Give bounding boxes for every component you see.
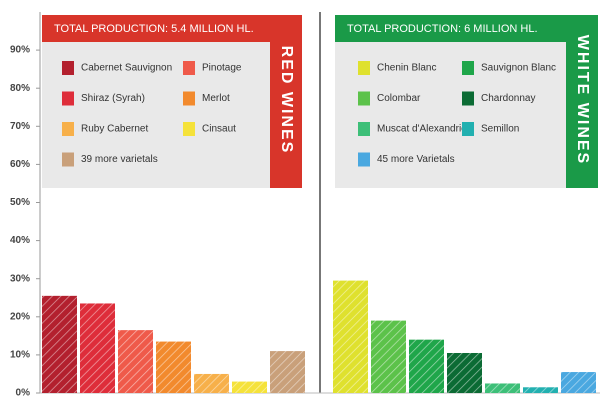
legend-label: 39 more varietals xyxy=(81,154,158,165)
y-tick-label: 70% xyxy=(10,121,30,132)
y-tick-label: 10% xyxy=(10,350,30,361)
legend-label: Merlot xyxy=(202,93,230,104)
side-strip xyxy=(270,15,302,188)
y-tick-label: 90% xyxy=(10,45,30,56)
legend-label: Chardonnay xyxy=(481,93,535,104)
bar xyxy=(118,330,153,393)
legend-label: Ruby Cabernet xyxy=(81,124,148,135)
legend-swatch xyxy=(62,91,74,106)
legend-label: Colombar xyxy=(377,93,421,104)
legend-label: 45 more Varietals xyxy=(377,154,455,165)
legend-swatch xyxy=(62,152,74,167)
bar xyxy=(194,373,229,393)
legend-label: Muscat d'Alexandrie xyxy=(377,124,467,135)
legend-swatch xyxy=(462,61,474,75)
side-label: WHITE WINES xyxy=(574,35,591,165)
title-bar xyxy=(42,15,270,42)
bar xyxy=(42,295,77,393)
panel-title: TOTAL PRODUCTION: 6 MILLION HL. xyxy=(347,23,538,35)
y-tick-label: 60% xyxy=(10,159,30,170)
bar xyxy=(447,352,482,393)
legend-label: Pinotage xyxy=(202,63,242,74)
bar xyxy=(523,387,558,393)
side-strip xyxy=(566,15,598,188)
y-tick-label: 80% xyxy=(10,83,30,94)
legend-swatch xyxy=(358,61,370,75)
legend-swatch xyxy=(62,122,74,136)
legend-swatch xyxy=(462,91,474,106)
legend-swatch xyxy=(358,91,370,106)
y-tick-label: 50% xyxy=(10,197,30,208)
title-bar xyxy=(335,15,566,42)
legend-panel xyxy=(335,15,566,188)
bar xyxy=(485,383,520,393)
bar xyxy=(561,372,596,393)
bar xyxy=(156,341,191,393)
legend-label: Semillon xyxy=(481,124,519,135)
legend-swatch xyxy=(462,122,474,136)
legend-label: Chenin Blanc xyxy=(377,63,436,74)
bar xyxy=(371,320,406,393)
y-tick-label: 40% xyxy=(10,235,30,246)
bar xyxy=(80,303,115,393)
bar xyxy=(409,339,444,393)
panel-title: TOTAL PRODUCTION: 5.4 MILLION HL. xyxy=(54,23,254,35)
bar xyxy=(333,280,368,393)
y-tick-label: 0% xyxy=(16,388,31,399)
y-tick-label: 30% xyxy=(10,273,30,284)
legend-swatch xyxy=(358,122,370,136)
side-label: RED WINES xyxy=(278,46,295,155)
y-tick-label: 20% xyxy=(10,311,30,322)
bar xyxy=(232,381,267,393)
legend-label: Cabernet Sauvignon xyxy=(81,63,172,74)
legend-swatch xyxy=(183,122,195,136)
legend-label: Sauvignon Blanc xyxy=(481,63,556,74)
legend-swatch xyxy=(358,152,370,167)
legend-label: Shiraz (Syrah) xyxy=(81,93,145,104)
legend-label: Cinsaut xyxy=(202,124,236,135)
legend-swatch xyxy=(183,61,195,75)
legend-panel xyxy=(42,15,270,188)
legend-swatch xyxy=(183,91,195,106)
bar xyxy=(270,351,305,393)
legend-swatch xyxy=(62,61,74,75)
